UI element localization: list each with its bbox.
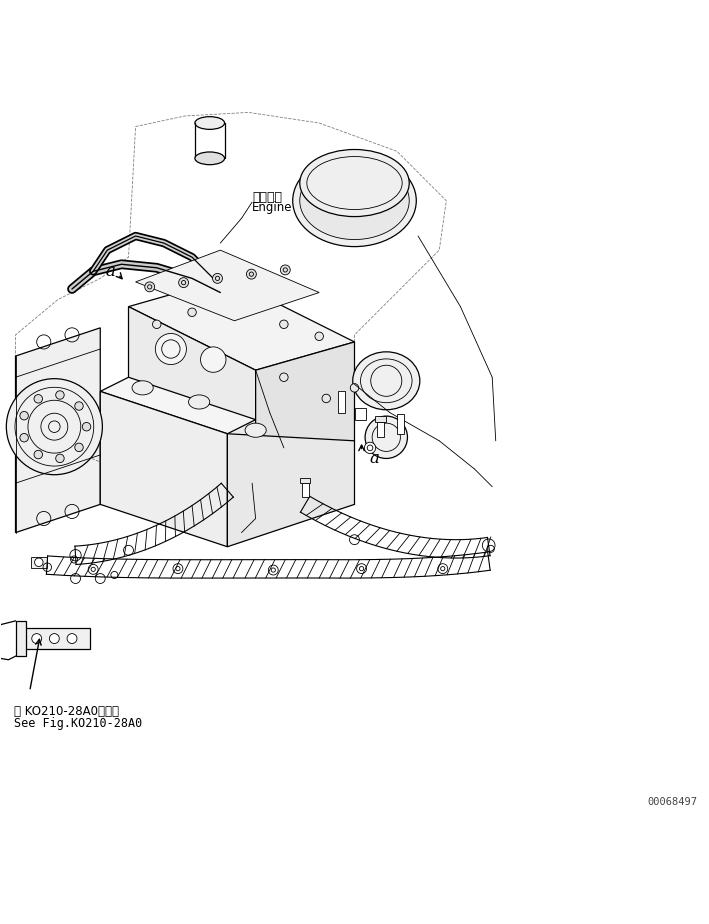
Circle shape [74, 402, 83, 410]
Circle shape [155, 334, 186, 365]
Polygon shape [16, 328, 100, 532]
Circle shape [213, 274, 223, 284]
Ellipse shape [245, 423, 266, 437]
Bar [16, 621, 26, 656]
Circle shape [70, 550, 82, 561]
Text: a: a [369, 450, 379, 467]
Circle shape [357, 564, 367, 574]
Circle shape [188, 308, 196, 317]
Circle shape [280, 265, 290, 274]
Polygon shape [100, 377, 256, 433]
Circle shape [365, 416, 408, 458]
Polygon shape [128, 278, 354, 371]
Polygon shape [100, 392, 228, 547]
Circle shape [34, 450, 43, 459]
Text: a: a [106, 262, 116, 280]
Ellipse shape [353, 352, 420, 409]
Bar [301, 483, 308, 497]
Circle shape [74, 444, 83, 452]
Circle shape [67, 634, 77, 643]
Circle shape [179, 278, 189, 287]
Ellipse shape [195, 152, 225, 164]
Circle shape [123, 545, 133, 555]
Bar [397, 414, 404, 433]
Circle shape [95, 574, 105, 583]
Circle shape [56, 454, 65, 463]
Ellipse shape [132, 381, 153, 395]
Circle shape [247, 269, 257, 279]
Ellipse shape [195, 116, 225, 129]
Polygon shape [228, 433, 354, 547]
Bar [337, 392, 345, 412]
Circle shape [50, 634, 60, 643]
Polygon shape [135, 250, 319, 321]
Circle shape [71, 574, 81, 583]
Ellipse shape [300, 162, 409, 239]
Circle shape [173, 564, 183, 574]
Circle shape [82, 422, 91, 431]
Circle shape [364, 443, 376, 454]
Text: 00068497: 00068497 [647, 797, 697, 808]
Circle shape [6, 379, 102, 475]
Circle shape [145, 282, 155, 292]
Bar [31, 556, 47, 568]
Circle shape [56, 391, 65, 399]
Circle shape [279, 373, 288, 382]
Circle shape [268, 565, 278, 575]
Circle shape [350, 535, 359, 544]
Circle shape [34, 395, 43, 403]
Circle shape [201, 346, 226, 372]
Circle shape [357, 410, 364, 418]
Circle shape [20, 433, 28, 442]
Circle shape [322, 395, 330, 403]
Bar [377, 421, 384, 437]
Text: エンジン: エンジン [252, 190, 282, 203]
Ellipse shape [293, 155, 416, 247]
Circle shape [35, 558, 43, 566]
Ellipse shape [189, 395, 210, 409]
Circle shape [350, 383, 359, 392]
Text: See Fig.KO210-28A0: See Fig.KO210-28A0 [14, 717, 143, 730]
Bar [23, 628, 89, 650]
Bar [375, 416, 386, 421]
Polygon shape [128, 307, 256, 483]
Circle shape [20, 411, 28, 419]
Bar [354, 408, 366, 419]
Circle shape [32, 634, 42, 643]
Ellipse shape [300, 150, 409, 216]
Circle shape [482, 539, 495, 552]
Circle shape [315, 332, 323, 341]
Text: 第 KO210-28A0図参照: 第 KO210-28A0図参照 [14, 705, 119, 718]
Circle shape [279, 320, 288, 329]
Circle shape [438, 564, 447, 574]
Bar [300, 478, 310, 483]
Circle shape [152, 320, 161, 329]
Polygon shape [256, 342, 354, 483]
Text: Engine: Engine [252, 201, 293, 214]
Circle shape [88, 565, 98, 575]
